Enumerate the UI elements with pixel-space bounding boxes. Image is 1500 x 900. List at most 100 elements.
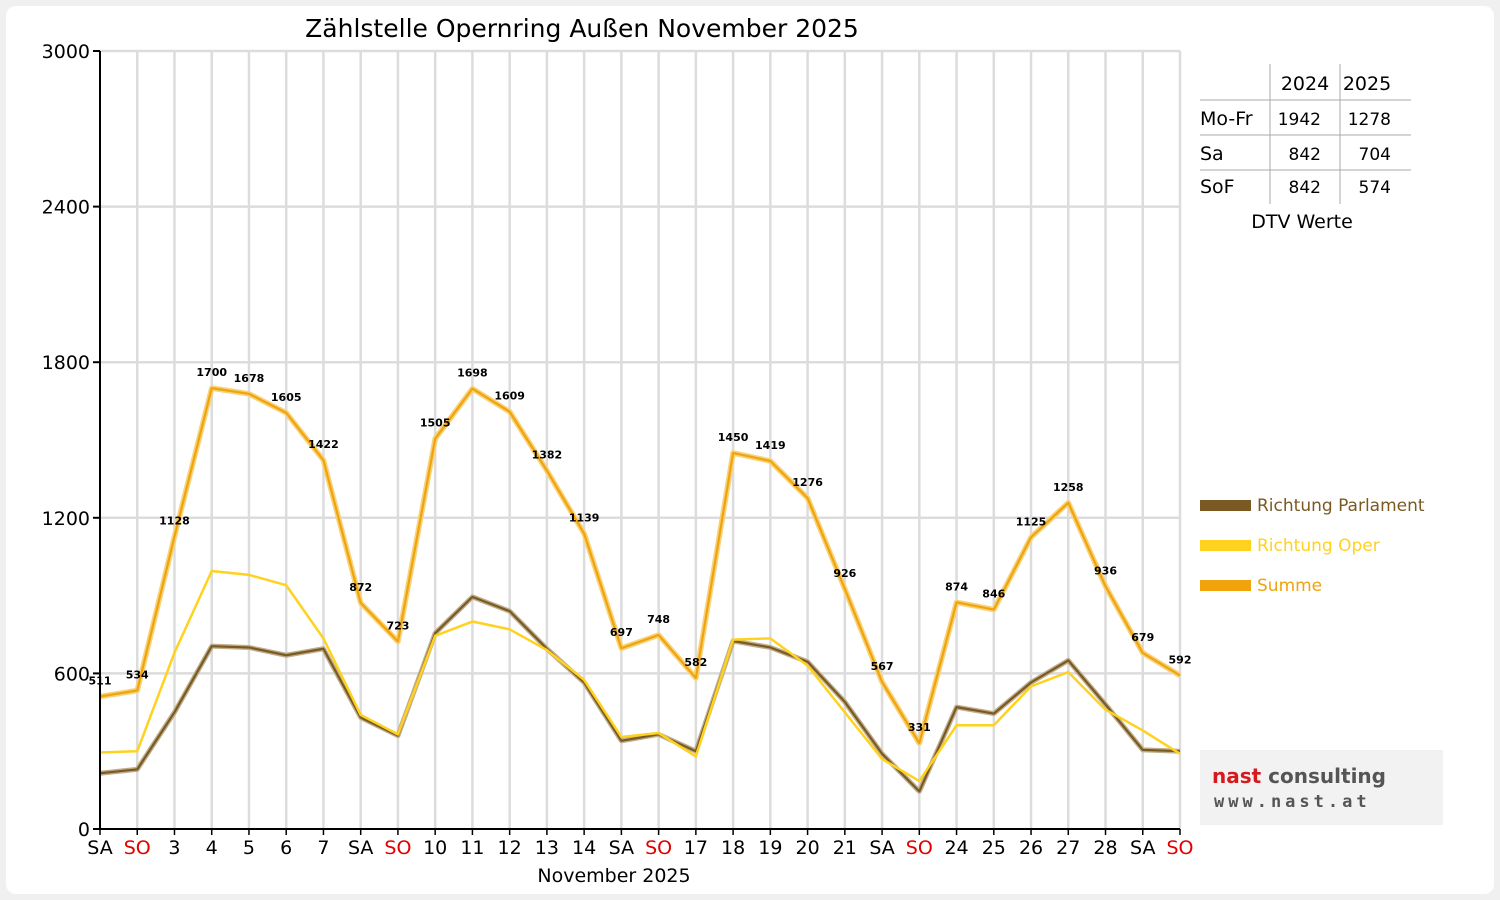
- x-tick-label: 3: [168, 837, 180, 859]
- data-label: 679: [1131, 631, 1154, 644]
- x-tick-label: SA: [869, 837, 894, 859]
- data-label: 567: [871, 660, 894, 673]
- dtv-caption: DTV Werte: [1251, 211, 1353, 233]
- x-tick-label: 14: [572, 837, 596, 859]
- data-label: 872: [349, 581, 372, 594]
- dtv-header-2025: 2025: [1343, 73, 1391, 95]
- data-label: 1609: [494, 390, 525, 403]
- chart-title: Zählstelle Opernring Außen November 2025: [305, 14, 859, 43]
- data-label: 874: [945, 580, 968, 593]
- dtv-row-label: SoF: [1200, 176, 1235, 198]
- data-label: 846: [982, 588, 1005, 601]
- x-axis-title: November 2025: [537, 865, 690, 887]
- data-label: 1700: [196, 366, 227, 379]
- data-label: 1605: [271, 391, 302, 404]
- x-tick-label: 17: [684, 837, 708, 859]
- dtv-cell: 842: [1289, 145, 1321, 165]
- data-label: 1382: [532, 449, 563, 462]
- dtv-row-label: Sa: [1200, 143, 1224, 165]
- x-tick-label: 5: [243, 837, 255, 859]
- y-tick-label: 1800: [42, 352, 90, 374]
- x-tick-label: SA: [87, 837, 112, 859]
- legend-label-summe: Summe: [1257, 576, 1322, 596]
- x-tick-label: 12: [498, 837, 522, 859]
- x-tick-label: SO: [1166, 837, 1193, 859]
- y-tick-label: 600: [54, 663, 90, 685]
- legend: Richtung Parlament Richtung Oper Summe: [1200, 496, 1425, 596]
- series-line-oper: [99, 569, 1181, 783]
- x-tick-label: 4: [206, 837, 218, 859]
- data-label: 1258: [1053, 481, 1084, 494]
- data-label: 1422: [308, 438, 339, 451]
- logo-name-part2: consulting: [1268, 764, 1386, 788]
- logo-name-part1: nast: [1212, 764, 1262, 788]
- x-tick-label: 13: [535, 837, 559, 859]
- chart-panel: [6, 6, 1494, 894]
- series-layer: [99, 385, 1182, 794]
- x-tick-label: SO: [124, 837, 151, 859]
- x-tick-label: SO: [645, 837, 672, 859]
- data-label: 1276: [792, 476, 823, 489]
- legend-swatch-parlament: [1200, 500, 1251, 511]
- data-label: 1419: [755, 439, 786, 452]
- x-tick-label: 26: [1019, 837, 1043, 859]
- data-label: 1698: [457, 367, 488, 380]
- data-label: 1505: [420, 417, 451, 430]
- x-tick-label: 7: [317, 837, 329, 859]
- dtv-header-2024: 2024: [1281, 73, 1329, 95]
- data-label: 1678: [234, 372, 265, 385]
- data-label: 592: [1169, 653, 1192, 666]
- series-line-summe: [99, 387, 1181, 745]
- nast-consulting-logo: nast consulting www.nast.at: [1200, 750, 1443, 825]
- x-tick-label: SA: [348, 837, 373, 859]
- x-tick-label: 6: [280, 837, 292, 859]
- series-line-summe-halo: [99, 385, 1182, 746]
- x-tick-label: 11: [460, 837, 484, 859]
- dtv-row-label: Mo-Fr: [1200, 108, 1253, 130]
- grid-layer: [100, 49, 1182, 829]
- x-tick-label: 10: [423, 837, 447, 859]
- x-tick-label: SA: [1130, 837, 1155, 859]
- logo-wordmark: nast consulting: [1212, 764, 1386, 788]
- legend-swatch-summe: [1200, 580, 1251, 591]
- data-label: 748: [647, 613, 670, 626]
- dtv-cell: 842: [1289, 178, 1321, 198]
- data-label: 534: [126, 669, 149, 682]
- dtv-table: 2024 2025 Mo-Fr 1942 1278 Sa 842 704 SoF…: [1200, 64, 1411, 233]
- x-tick-label: 24: [944, 837, 968, 859]
- data-label: 723: [386, 620, 409, 633]
- y-tick-label: 0: [78, 819, 90, 841]
- logo-url: www.nast.at: [1214, 792, 1371, 812]
- dtv-cell: 574: [1359, 178, 1391, 198]
- x-tick-label: 25: [982, 837, 1006, 859]
- x-tick-label: SO: [384, 837, 411, 859]
- y-tick-label: 2400: [42, 197, 90, 219]
- data-label: 1450: [718, 431, 749, 444]
- data-label: 697: [610, 626, 633, 639]
- x-tick-label: SA: [609, 837, 634, 859]
- data-label: 331: [908, 721, 931, 734]
- x-tick-label: 21: [833, 837, 857, 859]
- data-label: 1125: [1016, 515, 1047, 528]
- y-tick-label: 3000: [42, 41, 90, 63]
- legend-swatch-oper: [1200, 540, 1251, 551]
- data-label: 1128: [159, 514, 190, 527]
- x-tick-label: SO: [906, 837, 933, 859]
- data-label: 936: [1094, 564, 1117, 577]
- x-tick-label: 18: [721, 837, 745, 859]
- legend-label-oper: Richtung Oper: [1257, 536, 1380, 556]
- legend-label-parlament: Richtung Parlament: [1257, 496, 1425, 516]
- dtv-cell: 704: [1359, 145, 1391, 165]
- dtv-cell: 1278: [1348, 110, 1391, 130]
- x-tick-label: 19: [758, 837, 782, 859]
- dtv-cell: 1942: [1278, 110, 1321, 130]
- data-label: 1139: [569, 512, 600, 525]
- data-label: 511: [89, 674, 112, 687]
- data-label-layer: 511 534 1128 1700 1678 1605 1422 872 723 1505 1698…: [89, 366, 1192, 734]
- y-tick-label: 1200: [42, 508, 90, 530]
- x-tick-label: 28: [1093, 837, 1117, 859]
- data-label: 926: [833, 567, 856, 580]
- x-tick-label: 20: [795, 837, 819, 859]
